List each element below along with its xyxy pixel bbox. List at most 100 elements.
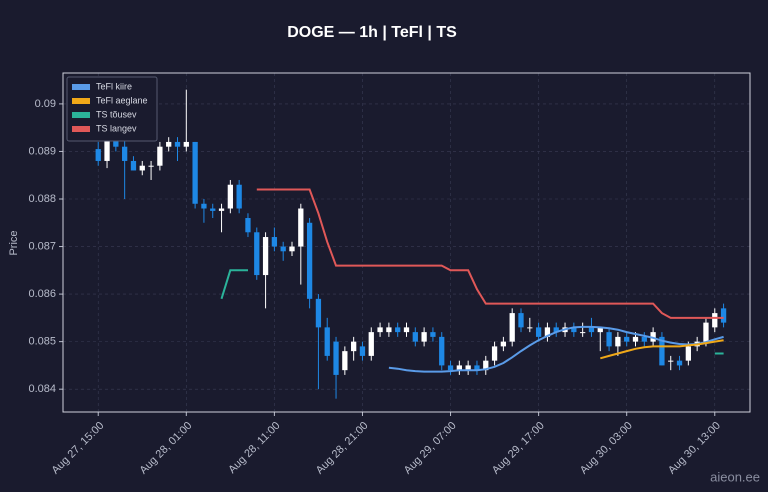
candle-body bbox=[377, 327, 383, 333]
candle-body bbox=[403, 327, 410, 333]
candle-body bbox=[210, 208, 216, 211]
x-tick-label: Aug 29, 17:00 bbox=[490, 420, 547, 477]
candle-body bbox=[315, 298, 322, 328]
candle-body bbox=[456, 365, 462, 371]
candle-body bbox=[641, 336, 647, 342]
candle-body bbox=[342, 351, 348, 371]
legend-swatch bbox=[72, 98, 90, 104]
candle-body bbox=[157, 146, 163, 166]
legend: TeFl kiire TeFl aeglane TS tõusev TS langev bbox=[66, 76, 158, 142]
overlay-line bbox=[220, 269, 724, 355]
x-tick-label: Aug 29, 07:00 bbox=[402, 420, 459, 477]
candle-body bbox=[148, 165, 154, 167]
candle-body bbox=[580, 332, 586, 334]
candle-body bbox=[166, 141, 172, 147]
overlay-line bbox=[388, 325, 724, 373]
candle-body bbox=[139, 165, 145, 171]
x-tick-label: Aug 28, 01:00 bbox=[138, 420, 195, 477]
y-tick-label: 0.088 bbox=[28, 193, 56, 205]
candle-body bbox=[122, 146, 128, 161]
candle-body bbox=[280, 246, 286, 252]
candle-body bbox=[262, 237, 269, 276]
candle-body bbox=[509, 313, 515, 342]
candle-body bbox=[421, 332, 427, 342]
legend-label: TS tõusev bbox=[96, 109, 137, 119]
candle-body bbox=[439, 336, 445, 366]
candle-body bbox=[588, 327, 595, 333]
candle-body bbox=[306, 222, 313, 299]
legend-swatch bbox=[72, 126, 90, 132]
candle-body bbox=[174, 141, 181, 147]
legend-box bbox=[66, 76, 158, 142]
candle-body bbox=[571, 327, 577, 333]
candle-body bbox=[236, 184, 242, 209]
candle-body bbox=[491, 346, 498, 361]
candle-body bbox=[395, 327, 401, 333]
y-tick-label: 0.086 bbox=[28, 288, 56, 300]
candle-body bbox=[659, 336, 665, 366]
candle-body bbox=[527, 327, 533, 329]
y-tick-label: 0.085 bbox=[28, 336, 56, 348]
candle-body bbox=[359, 346, 366, 356]
candle-body bbox=[298, 208, 304, 247]
chart-title: DOGE — 1h | TeFl | TS bbox=[287, 24, 457, 41]
legend-label: TeFl aeglane bbox=[96, 95, 148, 105]
candle-body bbox=[712, 313, 718, 328]
overlay-line bbox=[256, 188, 724, 319]
candle-body bbox=[289, 246, 295, 252]
candle-body bbox=[227, 184, 233, 209]
candle-body bbox=[474, 365, 480, 371]
plot-frame bbox=[62, 72, 751, 413]
candle-body bbox=[183, 141, 189, 147]
candle-body bbox=[447, 365, 454, 371]
y-tick-label: 0.084 bbox=[28, 383, 56, 395]
x-tick-label: Aug 27, 15:00 bbox=[49, 420, 106, 477]
watermark: aieon.ee bbox=[710, 469, 760, 484]
candle-body bbox=[113, 139, 119, 147]
y-tick-label: 0.087 bbox=[28, 240, 56, 252]
candle-body bbox=[104, 139, 110, 161]
candle-body bbox=[668, 360, 674, 362]
candle-body bbox=[483, 360, 489, 371]
y-axis-label: Price bbox=[8, 230, 20, 255]
x-tick-label: Aug 30, 13:00 bbox=[666, 420, 723, 477]
candle-body bbox=[535, 327, 542, 337]
candle-body bbox=[518, 313, 524, 328]
candle-body bbox=[245, 218, 251, 233]
y-tick-label: 0.09 bbox=[35, 98, 56, 110]
candle-body bbox=[676, 360, 683, 366]
candle-body bbox=[615, 336, 621, 347]
candle-body bbox=[324, 327, 330, 356]
candle-body bbox=[130, 160, 137, 171]
x-tick-label: Aug 28, 21:00 bbox=[314, 420, 371, 477]
y-tick-label: 0.089 bbox=[28, 145, 56, 157]
candle-body bbox=[597, 327, 603, 333]
candle-body bbox=[465, 365, 471, 371]
candle-body bbox=[333, 341, 339, 375]
candle-body bbox=[544, 327, 551, 337]
candle-body bbox=[430, 332, 436, 337]
candle-body bbox=[192, 141, 198, 204]
candle-body bbox=[632, 336, 639, 342]
legend-swatch bbox=[72, 84, 90, 90]
candle-body bbox=[500, 341, 507, 347]
legend-swatch bbox=[72, 112, 90, 118]
legend-label: TS langev bbox=[96, 123, 137, 133]
candle-body bbox=[386, 327, 392, 333]
candle-body bbox=[624, 336, 630, 342]
candle-body bbox=[254, 232, 260, 276]
candle-body bbox=[720, 308, 727, 323]
candle-body bbox=[201, 203, 207, 209]
candle-body bbox=[606, 332, 612, 347]
candle-body bbox=[685, 346, 691, 361]
candle-body bbox=[553, 327, 559, 333]
candle-body bbox=[368, 332, 374, 356]
legend-label: TeFl kiire bbox=[96, 81, 132, 91]
candle-body bbox=[412, 332, 418, 342]
candle-body bbox=[703, 322, 709, 342]
candle-body bbox=[271, 237, 278, 247]
candle-body bbox=[351, 341, 357, 352]
x-tick-label: Aug 30, 03:00 bbox=[578, 420, 635, 477]
overlay-line bbox=[600, 339, 724, 360]
